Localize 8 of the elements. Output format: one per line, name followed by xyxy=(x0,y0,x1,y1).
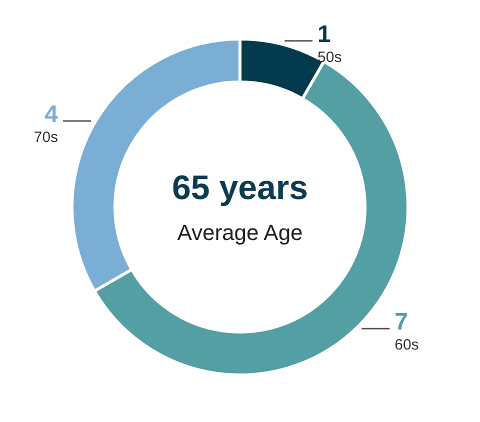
text: Average Age xyxy=(177,220,303,245)
slice-label: 60s xyxy=(394,336,419,354)
text: 65 years xyxy=(172,169,308,207)
data-label: 1 xyxy=(318,20,331,48)
slice-label: 50s xyxy=(318,48,342,66)
data-label: 7 xyxy=(394,308,408,336)
slice-label: 70s xyxy=(34,129,58,146)
data-label: 4 xyxy=(44,101,59,128)
